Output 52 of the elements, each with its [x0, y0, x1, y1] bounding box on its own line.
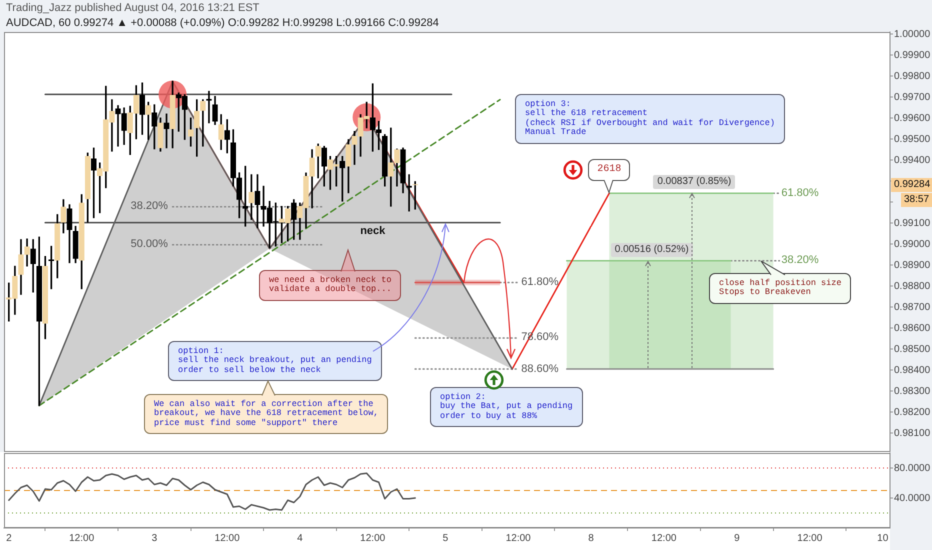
annotation: 2618 [588, 159, 630, 182]
x-tick-label: 8 [588, 532, 594, 544]
x-tick-label: 12:00 [797, 532, 823, 544]
annotation: we need a broken neck to validate a double top... [259, 270, 402, 301]
annotation: 61.80% [521, 276, 559, 290]
y-tick-label: 0.99400 [894, 154, 931, 166]
y-tick-label: 0.99700 [894, 92, 931, 103]
x-tick-label: 4 [297, 532, 304, 544]
y-tick-label: 0.99000 [894, 238, 931, 250]
x-tick-label: 12:00 [651, 532, 677, 544]
y-tick-label: 0.98300 [894, 386, 931, 397]
text: 0.99284 [891, 178, 932, 192]
x-tick-label: 3 [152, 532, 158, 544]
y-tick-label: 0.98400 [894, 364, 931, 376]
x-tick-label: 10 [877, 532, 889, 544]
annotation: 0.00516 (0.52%) [610, 242, 693, 257]
y-tick-label: 1.00000 [894, 28, 931, 40]
x-tick-label: 12:00 [69, 532, 95, 544]
annotation: 50.00% [130, 238, 168, 252]
annotation: option 1: sell the neck breakout, put an pending order to sell below the neck [168, 341, 382, 382]
annotation: 0.00837 (0.85%) [653, 175, 736, 190]
y-tick-label: 0.98500 [894, 344, 931, 355]
y-tick-label: 0.99500 [894, 134, 931, 145]
x-tick-label: 12:00 [506, 532, 532, 544]
y-tick-label: 0.98200 [894, 406, 931, 418]
y-tick-label: 0.98900 [894, 260, 931, 271]
annotation: 38.20% [130, 200, 168, 214]
x-tick-label: 12:00 [214, 532, 240, 544]
y-tick-label: 0.98700 [894, 302, 931, 313]
y-tick-label: 0.99600 [894, 112, 931, 124]
text: 38:57 [901, 193, 932, 207]
annotation: option 3: sell the 618 retracement (check RSI if Overbought and wait for Divergence) Manual Trade [515, 94, 785, 144]
annotation: 38.20% [781, 254, 819, 268]
y-tick-label: 40.0000 [894, 492, 931, 504]
x-tick-label: 5 [442, 532, 449, 544]
annotation: 88.60% [521, 362, 559, 376]
x-tick-label: 9 [734, 532, 740, 544]
annotation: 61.80% [781, 186, 819, 200]
x-tick-label: 12:00 [360, 532, 386, 544]
annotation: option 2: buy the Bat, put a pending order to buy at 88% [430, 387, 583, 428]
y-tick-label: 0.98800 [894, 280, 931, 292]
y-tick-label: 0.98100 [894, 428, 931, 439]
chart-subtitle: AUDCAD, 60 0.99274 ▲ +0.00088 (+0.09%) O:0.99282 H:0.99298 L:0.99166 C:0.99284 [6, 17, 439, 30]
y-tick-label: 80.0000 [894, 462, 931, 474]
y-tick-label: 0.99800 [894, 70, 931, 82]
annotation: We can also wait for a correction after the breakout, we have the 618 retracement below, price must find some "support" there [144, 394, 388, 434]
y-tick-label: 0.99900 [894, 50, 931, 61]
chart-title: Trading_Jazz published August 04, 2016 13:21 EST [6, 2, 260, 15]
annotation: close half position size Stops to Breakeven [709, 273, 852, 304]
y-tick-label: 0.99100 [894, 218, 931, 229]
x-tick-label: 2 [6, 532, 12, 544]
y-tick-label: 0.98600 [894, 322, 931, 334]
